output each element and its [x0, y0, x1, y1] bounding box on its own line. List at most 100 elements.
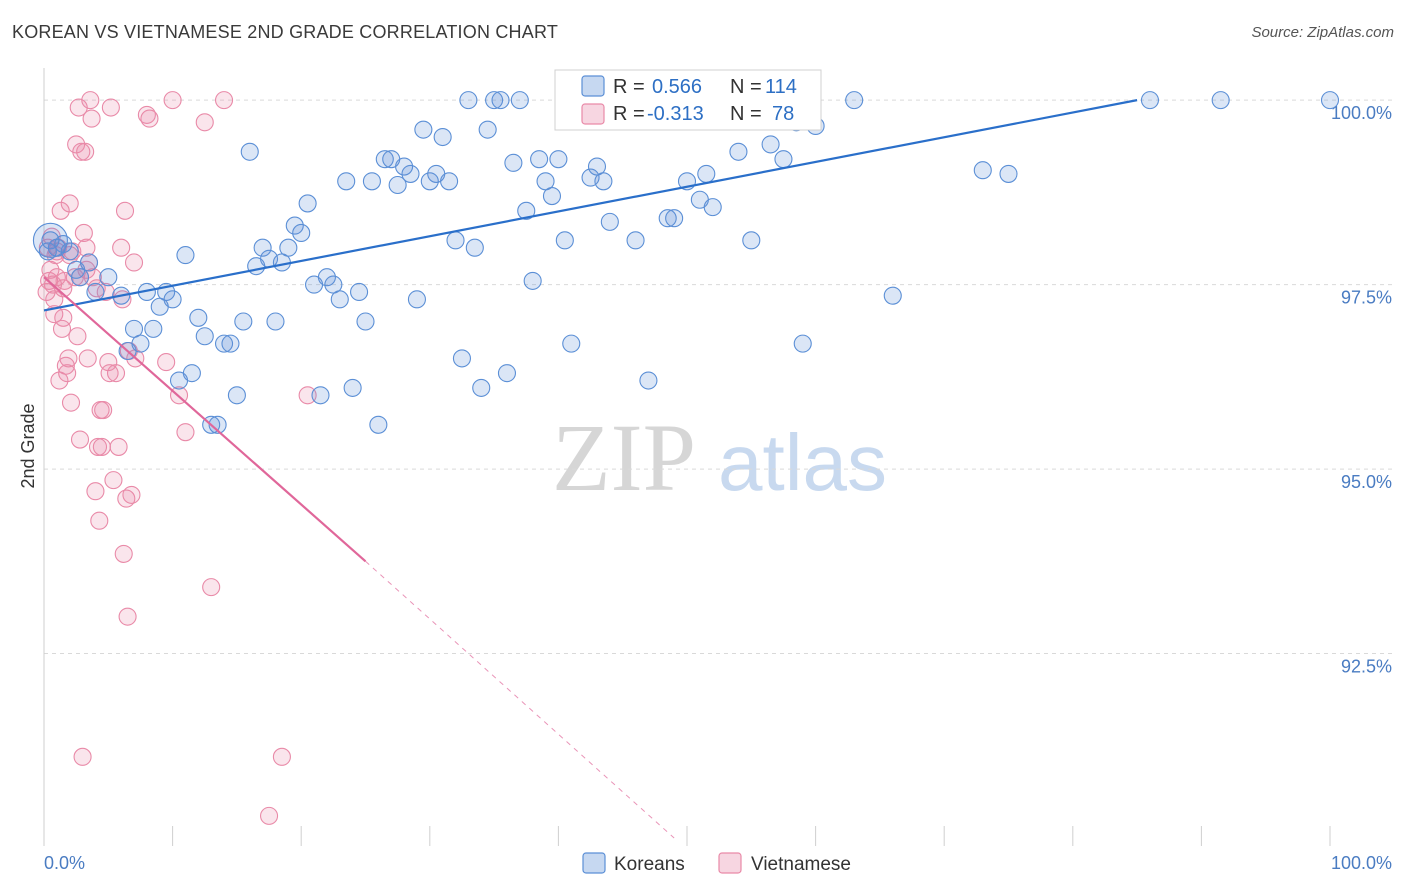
korean-point: [208, 415, 227, 434]
korean-point: [144, 319, 163, 338]
korean-point: [658, 209, 677, 228]
vietnamese-point: [77, 260, 96, 279]
korean-point: [407, 290, 426, 309]
vietnamese-point: [58, 364, 77, 383]
korean-point: [337, 172, 356, 191]
vietnamese-point: [101, 98, 120, 117]
korean-point: [452, 349, 472, 368]
korean-point: [395, 157, 414, 176]
korean-point: [414, 120, 433, 139]
y-axis-title: 2nd Grade: [18, 403, 38, 488]
korean-point: [189, 308, 208, 327]
vietnamese-point: [157, 353, 176, 372]
korean-point: [79, 253, 99, 272]
vietnamese-point: [73, 747, 92, 766]
korean-point: [594, 172, 613, 191]
vietnamese-point: [83, 268, 102, 287]
vietnamese-point: [51, 201, 70, 220]
stats-r-value-vietnamese: -0.313: [647, 103, 704, 125]
stats-n-value-vietnamese: 78: [772, 103, 794, 125]
vietnamese-trendline: [43, 276, 367, 563]
korean-point: [510, 91, 529, 110]
korean-point: [350, 282, 369, 302]
korean-point: [375, 150, 394, 169]
stats-legend-box: [554, 69, 822, 131]
vietnamese-point: [104, 471, 123, 490]
stats-n-label-koreans: N =: [730, 76, 762, 98]
korean-point: [176, 246, 195, 265]
korean-point: [292, 223, 311, 243]
korean-point: [697, 164, 716, 183]
korean-point: [440, 172, 459, 191]
vietnamese-point: [72, 142, 91, 161]
korean-point: [343, 378, 362, 397]
vietnamese-point: [82, 109, 101, 128]
vietnamese-point: [70, 430, 90, 449]
vietnamese-point: [114, 544, 133, 563]
korean-point: [401, 164, 420, 183]
korean-point: [517, 201, 536, 220]
korean-point: [279, 238, 298, 257]
watermark-zip: ZIP: [552, 404, 696, 511]
korean-point: [478, 120, 497, 139]
korean-point: [195, 327, 214, 346]
legend-swatch-koreans: [582, 852, 606, 874]
vietnamese-point: [54, 308, 73, 327]
korean-point: [227, 386, 246, 405]
vietnamese-point: [54, 279, 73, 298]
stats-r-value-koreans: 0.566: [652, 76, 702, 98]
vietnamese-point: [86, 482, 105, 501]
vietnamese-point: [81, 91, 100, 110]
korean-point-cluster: [32, 222, 68, 258]
vietnamese-point: [109, 437, 128, 456]
korean-point: [999, 164, 1018, 183]
korean-point: [433, 127, 452, 147]
korean-point: [626, 231, 645, 250]
korean-point: [446, 231, 465, 250]
vietnamese-trendline-extension: [365, 560, 675, 839]
watermark-atlas: atlas: [718, 418, 887, 507]
vietnamese-point: [56, 356, 75, 375]
korean-point: [530, 150, 549, 169]
korean-point: [362, 172, 381, 191]
korean-point: [491, 91, 510, 110]
korean-point: [356, 312, 375, 331]
korean-point: [562, 334, 581, 353]
korean-point: [420, 172, 439, 191]
korean-point: [883, 286, 902, 305]
korean-point: [240, 142, 259, 161]
vietnamese-point: [202, 578, 221, 597]
korean-point: [70, 268, 90, 287]
korean-point: [221, 334, 240, 353]
korean-point: [793, 334, 812, 353]
korean-point: [555, 231, 574, 250]
vietnamese-point: [140, 109, 159, 128]
vietnamese-point: [214, 91, 234, 110]
data-points: [32, 91, 1340, 825]
vietnamese-point: [92, 437, 111, 456]
korean-point: [742, 231, 761, 250]
legend-label-koreans: Koreans: [614, 854, 685, 875]
korean-point: [1211, 91, 1230, 110]
y-tick-label: 95.0%: [1341, 472, 1392, 492]
vietnamese-point: [259, 806, 279, 825]
vietnamese-point: [55, 271, 74, 290]
vietnamese-point: [74, 223, 93, 243]
korean-point: [298, 194, 317, 213]
korean-point: [504, 153, 523, 172]
vietnamese-point: [78, 349, 97, 368]
korean-point: [253, 238, 272, 257]
korean-point: [86, 282, 105, 302]
korean-point: [131, 334, 150, 353]
korean-point: [485, 91, 504, 110]
korean-point: [311, 386, 330, 405]
vietnamese-point: [100, 364, 119, 383]
korean-point: [497, 364, 517, 383]
korean-point: [665, 209, 684, 228]
korean-point: [99, 268, 118, 287]
stats-swatch-koreans: [581, 75, 605, 97]
stats-r-label-koreans: R =: [613, 76, 645, 98]
korean-point: [234, 312, 253, 331]
vietnamese-point: [77, 238, 96, 257]
